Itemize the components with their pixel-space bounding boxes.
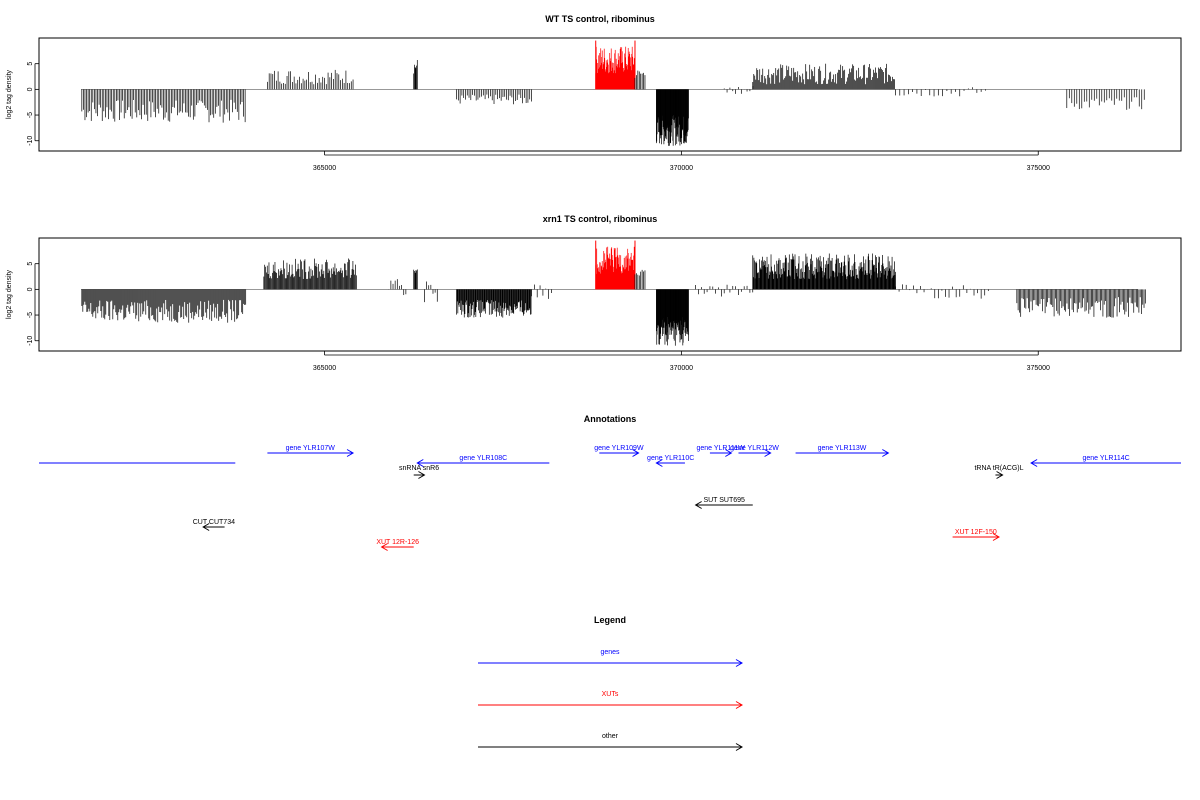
feature-4: gene YLR108C	[416, 455, 550, 467]
feature-label: snRNA snR6	[399, 465, 439, 472]
chart-panel-1: WT TS control, ribominus -10 -5 0 5 log2 tag …	[6, 14, 1182, 172]
arrow-head	[992, 533, 1000, 541]
y-tick-label: -5	[27, 312, 34, 318]
arrow-head	[418, 471, 426, 479]
legend-title: Legend	[594, 615, 626, 625]
feature-label: XUT 12F-150	[955, 529, 997, 536]
legend-item-XUTs: XUTs	[478, 691, 743, 709]
feature-label: gene YLR111W	[696, 445, 745, 452]
x-tick-label: 365000	[313, 365, 336, 372]
y-tick-label: 0	[27, 87, 34, 91]
arrow-head	[882, 449, 890, 457]
feature-13: CUT CUT734	[193, 519, 235, 531]
legend-label: other	[602, 733, 619, 740]
legend-item-genes: genes	[478, 649, 743, 667]
feature-label: gene YLR107W	[286, 445, 336, 452]
feature-3: snRNA snR6	[399, 465, 439, 479]
annotations-title: Annotations	[584, 414, 637, 424]
feature-label: gene YLR112W	[730, 445, 779, 452]
chart-title: xrn1 TS control, ribominus	[543, 214, 658, 224]
feature-label: gene YLR113W	[818, 445, 867, 452]
x-tick-label: 370000	[670, 365, 693, 372]
feature-label: tRNA tR(ACG)L	[974, 465, 1023, 472]
feature-10: tRNA tR(ACG)L	[974, 465, 1024, 479]
y-axis-label: log2 tag density	[6, 69, 13, 119]
feature-12: SUT SUT695	[694, 497, 753, 509]
feature-label: SUT SUT695	[703, 497, 745, 504]
feature-label: gene YLR110C	[647, 455, 694, 462]
arrow-head	[202, 523, 210, 531]
arrow-head	[1030, 459, 1038, 467]
arrow-head	[346, 449, 355, 457]
legend-label: genes	[600, 649, 620, 656]
arrow-head	[735, 743, 743, 751]
x-tick-label: 365000	[313, 165, 336, 172]
arrow-head	[380, 543, 388, 551]
arrow-head	[996, 471, 1004, 479]
feature-label: gene YLR108C	[459, 455, 507, 462]
y-tick-label: -5	[27, 112, 34, 118]
chart-panel-2: xrn1 TS control, ribominus -10 -5 0 5 log2 ta…	[6, 214, 1182, 372]
legend-item-other: other	[478, 733, 743, 751]
y-axis-label: log2 tag density	[6, 269, 13, 319]
arrow-head	[725, 449, 733, 457]
feature-6: gene YLR110C	[647, 455, 694, 467]
x-tick-label: 370000	[670, 165, 693, 172]
feature-label: gene YLR109W	[594, 445, 644, 452]
annotations-track: Annotations gene YLR107W snRNA snR6 gene YL…	[39, 414, 1181, 551]
y-tick-label: 5	[27, 262, 34, 266]
arrow-head	[694, 501, 702, 509]
feature-8: gene YLR112W	[730, 445, 779, 457]
y-tick-label: -10	[27, 136, 34, 146]
plot-frame	[38, 37, 1182, 152]
feature-1: gene YLR107W	[267, 445, 355, 457]
density-bars	[81, 40, 1145, 146]
feature-5: gene YLR109W	[594, 445, 644, 457]
arrow-head	[735, 659, 743, 667]
y-tick-label: 0	[27, 287, 34, 291]
y-tick-label: -10	[27, 336, 34, 346]
arrow-head	[632, 449, 640, 457]
arrow-head	[764, 449, 772, 457]
x-tick-label: 375000	[1027, 365, 1050, 372]
feature-15: XUT 12R-126	[376, 539, 419, 551]
feature-9: gene YLR113W	[795, 445, 890, 457]
feature-label: CUT CUT734	[193, 519, 235, 526]
x-tick-label: 375000	[1027, 165, 1050, 172]
y-tick-label: 5	[27, 62, 34, 66]
arrow-head	[735, 701, 743, 709]
legend-label: XUTs	[602, 691, 619, 698]
density-bars	[81, 240, 1146, 346]
arrow-head	[655, 459, 663, 467]
plot-frame	[38, 237, 1182, 352]
feature-7: gene YLR111W	[696, 445, 745, 457]
feature-14: XUT 12F-150	[952, 529, 1000, 541]
chart-title: WT TS control, ribominus	[545, 14, 655, 24]
feature-11: gene YLR114C	[1030, 455, 1181, 467]
feature-label: gene YLR114C	[1082, 455, 1129, 462]
legend: Legend genes XUTs other	[478, 615, 743, 751]
feature-label: XUT 12R-126	[376, 539, 419, 546]
arrow-head	[416, 459, 424, 467]
